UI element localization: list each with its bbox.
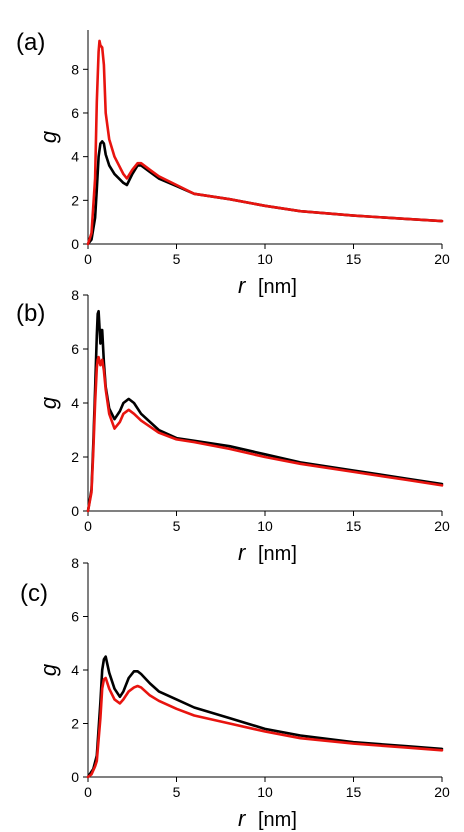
series-line-red [86, 676, 444, 779]
y-tick-label: 0 [71, 236, 79, 252]
panel-label: (a) [16, 29, 45, 56]
x-axis-title: r [238, 540, 247, 565]
y-tick-label: 6 [71, 609, 79, 625]
x-axis-unit: [nm] [258, 543, 297, 565]
x-tick-label: 15 [346, 784, 362, 800]
x-axis-title: r [238, 806, 247, 831]
y-axis-title: g [36, 130, 61, 143]
x-tick-label: 20 [434, 518, 450, 534]
x-axis-unit: [nm] [258, 809, 297, 831]
series-line-black [86, 309, 444, 513]
x-tick-label: 5 [173, 784, 181, 800]
x-tick-label: 10 [257, 518, 273, 534]
x-tick-label: 0 [84, 518, 92, 534]
y-tick-label: 4 [71, 149, 79, 165]
y-tick-label: 2 [71, 716, 79, 732]
panel-label: (c) [20, 580, 48, 607]
x-tick-label: 0 [84, 251, 92, 267]
series-line-red [86, 355, 444, 513]
x-tick-label: 5 [173, 251, 181, 267]
series-line-black [86, 140, 444, 246]
y-tick-label: 2 [71, 449, 79, 465]
y-tick-label: 2 [71, 192, 79, 208]
series-line-black [86, 655, 444, 779]
x-axis-unit: [nm] [258, 276, 297, 298]
x-tick-label: 15 [346, 518, 362, 534]
y-axis-title: g [36, 396, 61, 409]
y-tick-label: 8 [71, 287, 79, 303]
x-tick-label: 5 [173, 518, 181, 534]
y-tick-label: 0 [71, 769, 79, 785]
chart-panel-2: (b) 0 5 10 15 20 0 2 4 6 8 g r [nm] [16, 287, 450, 565]
y-tick-label: 0 [71, 503, 79, 519]
panel-label: (b) [16, 300, 45, 327]
series-line-red [86, 39, 444, 246]
x-axis-title: r [238, 273, 247, 298]
x-tick-label: 10 [257, 784, 273, 800]
y-tick-label: 8 [71, 61, 79, 77]
x-tick-label: 20 [434, 251, 450, 267]
y-tick-label: 4 [71, 395, 79, 411]
chart-panel-1: (a) 0 5 10 15 20 0 2 4 6 8 g r [nm] [16, 29, 450, 298]
y-tick-label: 6 [71, 105, 79, 121]
y-tick-label: 6 [71, 341, 79, 357]
y-tick-label: 8 [71, 555, 79, 571]
x-tick-label: 20 [434, 784, 450, 800]
x-tick-label: 15 [346, 251, 362, 267]
x-tick-label: 10 [257, 251, 273, 267]
x-tick-label: 0 [84, 784, 92, 800]
y-axis-title: g [36, 663, 61, 676]
y-tick-label: 4 [71, 662, 79, 678]
chart-panel-3: (c) 0 5 10 15 20 0 2 4 6 8 g r [nm] [20, 555, 450, 831]
